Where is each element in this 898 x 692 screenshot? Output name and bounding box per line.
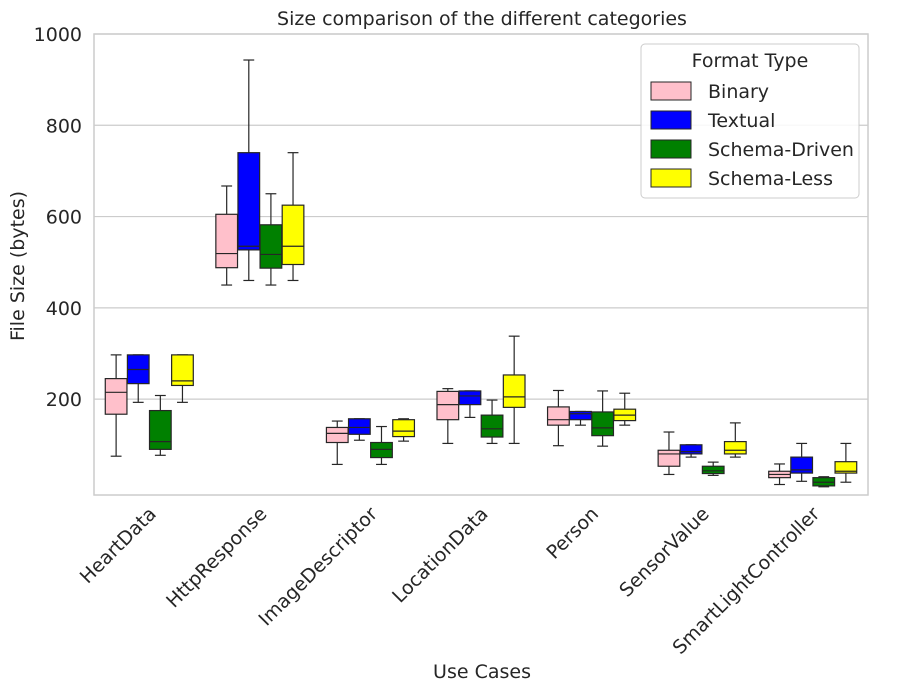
series-textual	[126, 59, 814, 482]
box-LocationData	[502, 374, 526, 408]
legend-label: Binary	[708, 81, 769, 103]
series-schema-driven	[148, 193, 836, 488]
y-axis-title: File Size (bytes)	[7, 191, 29, 341]
box-SensorValue	[701, 465, 725, 475]
x-axis-title: Use Cases	[433, 661, 531, 683]
box-HttpResponse	[281, 204, 305, 266]
legend-item: Schema-Driven	[650, 139, 854, 161]
box-HttpResponse	[215, 213, 239, 269]
box-SensorValue	[657, 449, 681, 467]
box-Person	[546, 406, 570, 426]
box-ImageDescriptor	[370, 441, 393, 459]
y-tick-label: 400	[46, 298, 82, 320]
plot-frame	[93, 33, 869, 496]
legend: Format Type Binary Textual Schema-Driven Sc…	[640, 43, 860, 199]
legend-swatch	[650, 81, 692, 101]
box-ImageDescriptor	[347, 418, 371, 435]
y-tick-label: 800	[46, 115, 82, 137]
legend-swatch	[650, 110, 692, 130]
y-tick-label: 1000	[34, 24, 82, 46]
legend-title: Format Type	[692, 50, 809, 72]
box-SensorValue	[679, 444, 703, 455]
y-tick-label: 200	[46, 389, 82, 411]
legend-item: Textual	[650, 110, 775, 132]
box-Person	[569, 410, 592, 421]
box-SensorValue	[723, 440, 747, 455]
box-LocationData	[458, 390, 482, 406]
box-LocationData	[436, 390, 460, 421]
legend-label: Schema-Driven	[708, 139, 854, 161]
legend-swatch	[650, 139, 692, 159]
y-tick-label: 600	[46, 207, 82, 229]
box-Person	[591, 411, 615, 437]
legend-item: Schema-Less	[650, 168, 833, 190]
legend-label: Schema-Less	[708, 168, 833, 190]
y-tick-labels: 200 400 600 800 1000	[34, 24, 82, 411]
box-HttpResponse	[259, 224, 283, 269]
series-binary	[104, 185, 791, 486]
legend-swatch	[650, 168, 692, 188]
series-schema-less	[171, 152, 858, 483]
legend-item: Binary	[650, 81, 769, 103]
box-SmartLightController	[790, 456, 814, 474]
legend-items: Binary Textual Schema-Driven Schema-Less	[650, 81, 854, 190]
box-SmartLightController	[834, 461, 858, 474]
box-layer	[104, 59, 858, 488]
box-HeartData	[104, 378, 128, 415]
box-ImageDescriptor	[325, 426, 349, 444]
box-LocationData	[480, 414, 504, 438]
box-HeartData	[171, 354, 194, 387]
box-HeartData	[148, 409, 172, 450]
box-HttpResponse	[237, 152, 261, 251]
box-ImageDescriptor	[392, 419, 416, 438]
chart-title: Size comparison of the different categor…	[277, 8, 687, 30]
legend-label: Textual	[707, 110, 775, 132]
legend-frame	[640, 43, 860, 199]
